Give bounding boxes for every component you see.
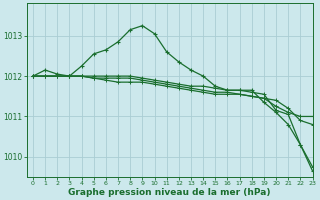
- X-axis label: Graphe pression niveau de la mer (hPa): Graphe pression niveau de la mer (hPa): [68, 188, 271, 197]
